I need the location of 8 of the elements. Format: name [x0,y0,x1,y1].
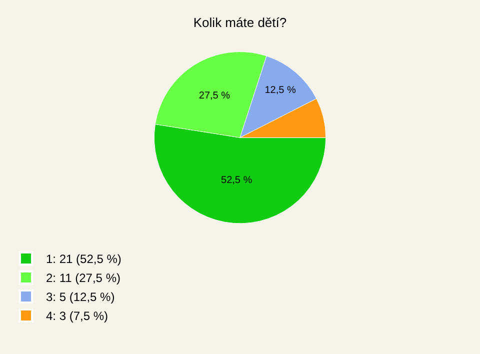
data-label: 52,5 % [221,174,252,186]
legend-label: 4: 3 (7,5 %) [46,309,108,324]
legend-label: 1: 21 (52,5 %) [46,252,122,266]
legend-label: 2: 11 (27,5 %) [46,271,120,286]
chart-title: Kolik máte dětí? [193,14,287,30]
data-label: 27,5 % [198,90,230,102]
legend-label: 3: 5 (12,5 %) [46,290,115,304]
data-label: 12,5 % [264,84,296,96]
